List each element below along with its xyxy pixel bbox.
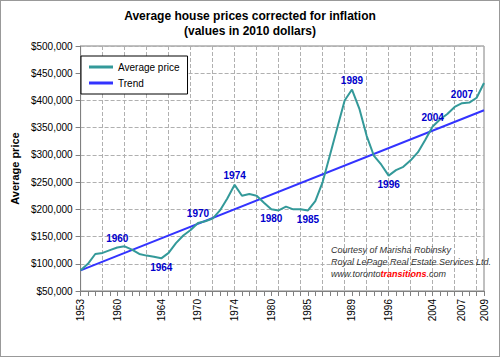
svg-text:1964: 1964 [156,299,167,322]
svg-text:$300,000: $300,000 [31,149,73,160]
svg-text:$150,000: $150,000 [31,231,73,242]
svg-text:www.toronto: www.toronto [331,269,381,279]
svg-text:2004: 2004 [422,112,445,123]
svg-text:1980: 1980 [260,213,283,224]
svg-text:Average price: Average price [118,62,180,73]
svg-text:Courtesy of Marisha Robinsky: Courtesy of Marisha Robinsky [331,245,452,255]
svg-text:Average price: Average price [9,132,21,204]
svg-text:1960: 1960 [112,299,123,322]
svg-text:1953: 1953 [75,299,86,322]
svg-text:$50,000: $50,000 [36,286,73,297]
svg-text:2009: 2009 [479,299,490,322]
svg-text:1970: 1970 [192,299,203,322]
svg-text:2007: 2007 [456,299,467,322]
svg-text:Average house prices corrected: Average house prices corrected for infla… [124,9,376,23]
svg-text:1974: 1974 [229,299,240,322]
svg-text:1980: 1980 [266,299,277,322]
svg-text:transitions: transitions [381,269,427,279]
svg-text:$350,000: $350,000 [31,122,73,133]
svg-text:1989: 1989 [341,75,364,86]
svg-text:2004: 2004 [427,299,438,322]
svg-text:$200,000: $200,000 [31,204,73,215]
svg-text:1960: 1960 [106,233,129,244]
svg-text:$450,000: $450,000 [31,68,73,79]
svg-text:.com: .com [427,269,447,279]
svg-text:1996: 1996 [383,299,394,322]
svg-text:(values in 2010 dollars): (values in 2010 dollars) [184,24,316,38]
svg-text:Trend: Trend [118,78,144,89]
svg-text:$500,000: $500,000 [31,41,73,52]
svg-text:1985: 1985 [302,299,313,322]
svg-text:1985: 1985 [297,214,320,225]
svg-text:$400,000: $400,000 [31,95,73,106]
svg-text:1974: 1974 [224,170,247,181]
svg-text:1989: 1989 [346,299,357,322]
svg-text:Royal LePage Real Estate Servi: Royal LePage Real Estate Services Ltd. [331,257,491,267]
svg-text:1964: 1964 [150,262,173,273]
svg-text:1996: 1996 [378,179,401,190]
svg-text:1970: 1970 [187,208,210,219]
svg-text:$100,000: $100,000 [31,258,73,269]
svg-text:2007: 2007 [451,89,474,100]
svg-text:$250,000: $250,000 [31,177,73,188]
